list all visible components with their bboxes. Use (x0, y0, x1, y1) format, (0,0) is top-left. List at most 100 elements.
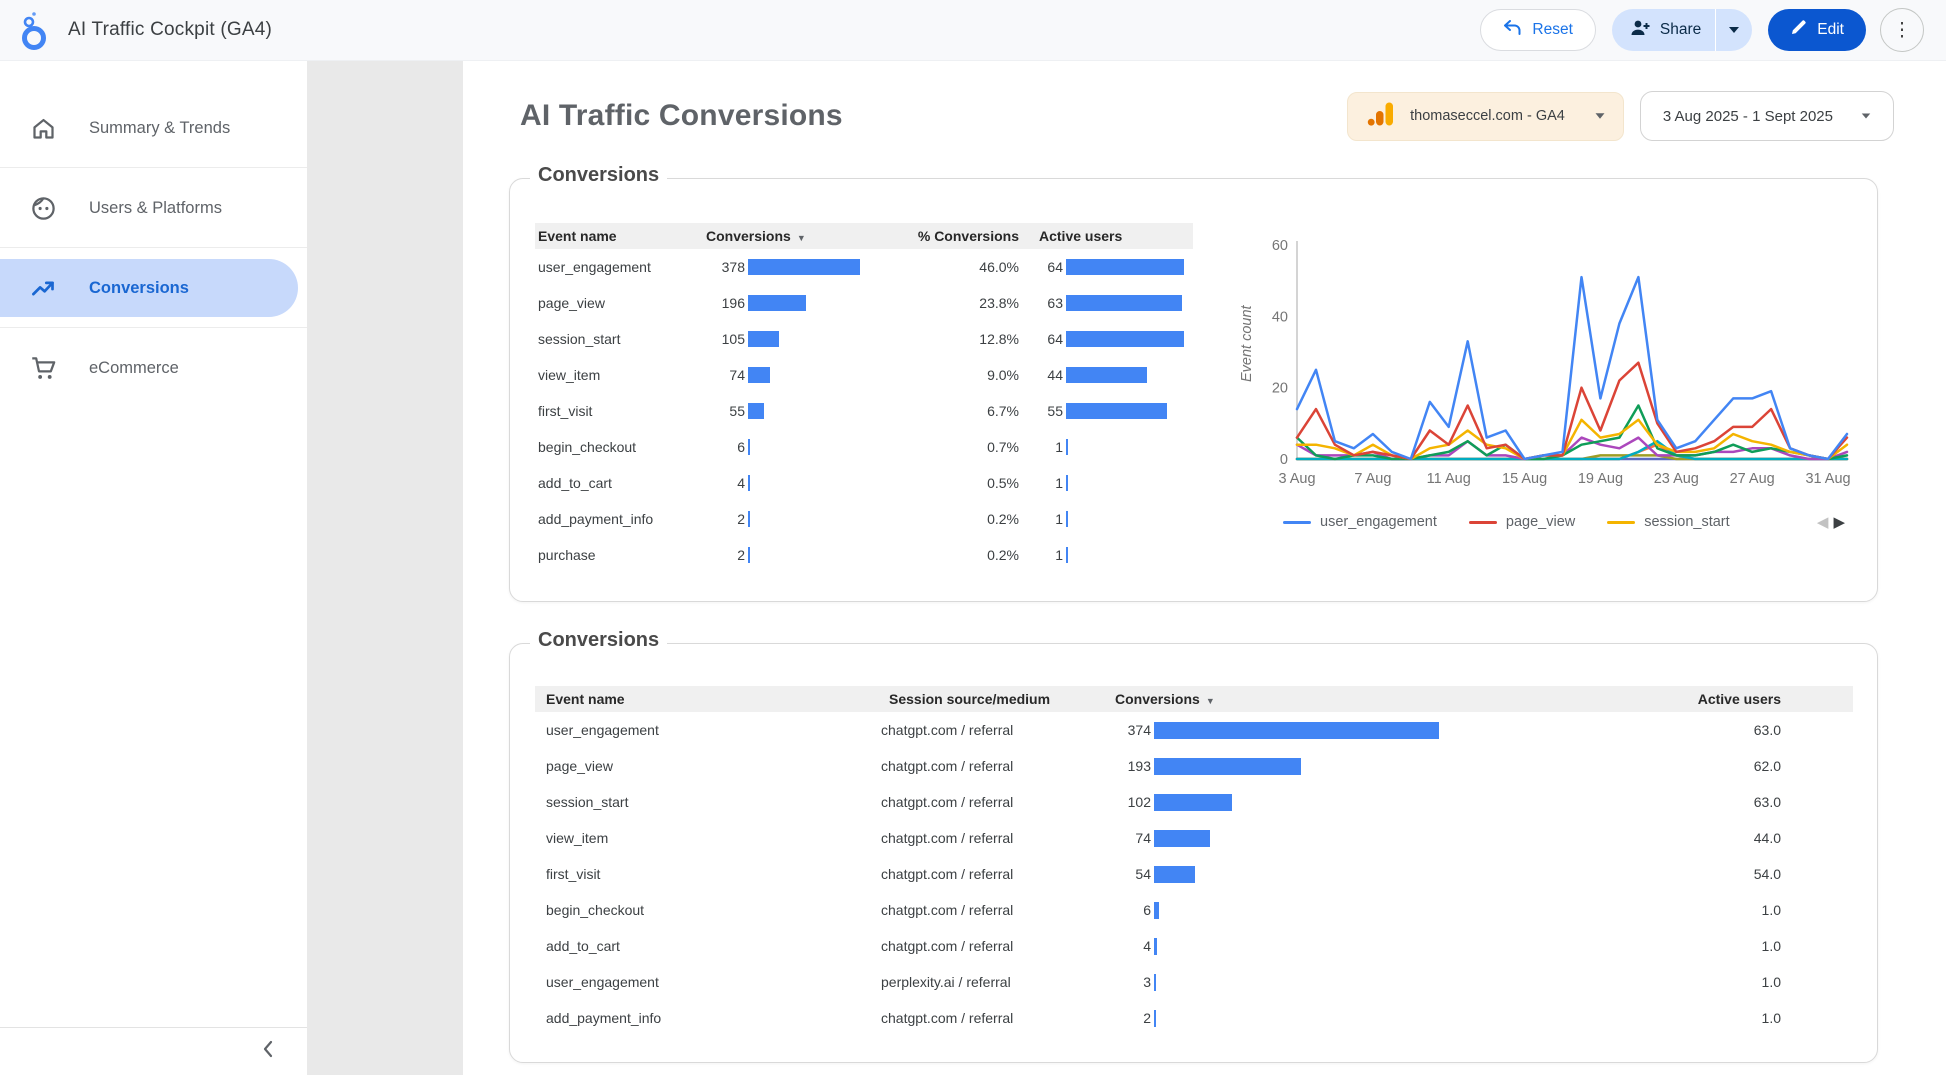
conversions-value: 74 (729, 367, 745, 383)
conversions-bar (1151, 721, 1461, 739)
legend-item-user_engagement[interactable]: user_engagement (1283, 514, 1437, 530)
sidebar-divider (0, 247, 307, 248)
more-options-button[interactable]: ⋮ (1880, 8, 1924, 52)
active-users-bar (1063, 259, 1193, 275)
reset-button[interactable]: Reset (1480, 9, 1596, 51)
sidebar-divider (0, 167, 307, 168)
column-header-active-users[interactable]: Active users (1697, 691, 1781, 707)
x-tick-label: 3 Aug (1278, 471, 1315, 487)
event-count-chart-svg[interactable]: 0 20 40 60 3 Aug 7 Aug 11 Aug 15 Aug 19 Aug 23 Au… (1255, 233, 1855, 495)
active-users-bar (1063, 331, 1193, 347)
conversions-value: 6 (737, 439, 745, 455)
table-row: first_visit chatgpt.com / referral 54 54.0 (535, 856, 1853, 892)
table-row: view_item 74 9.0% 44 (535, 357, 1193, 393)
conversions-value: 105 (721, 331, 745, 347)
face-icon (30, 195, 57, 222)
conversions-value: 2 (737, 547, 745, 563)
edit-button[interactable]: Edit (1768, 9, 1866, 51)
legend-label: page_view (1505, 514, 1576, 530)
event-name-cell: session_start (538, 331, 621, 347)
conversions-value: 54 (1135, 866, 1151, 882)
legend-label: session_start (1644, 514, 1730, 530)
sidebar-item-users-platforms[interactable]: Users & Platforms (0, 168, 307, 248)
table-row: add_payment_info 2 0.2% 1 (535, 501, 1193, 537)
column-header-active-users[interactable]: Active users (1039, 228, 1123, 244)
active-users-value: 44.0 (1753, 830, 1781, 846)
date-range-selector[interactable]: 3 Aug 2025 - 1 Sept 2025 (1639, 91, 1894, 141)
conversions-bar (745, 367, 867, 383)
series-line-view_item[interactable] (1295, 404, 1849, 461)
table-row: begin_checkout 6 0.7% 1 (535, 429, 1193, 465)
column-header-event-name[interactable]: Event name (546, 691, 625, 707)
legend-item-session_start[interactable]: session_start (1607, 514, 1730, 530)
series-line-page_view[interactable] (1295, 361, 1849, 461)
conversions-bar (745, 475, 867, 491)
sidebar-item-ecommerce[interactable]: eCommerce (0, 328, 307, 408)
vertical-dots-icon: ⋮ (1892, 19, 1912, 41)
legend-item-page_view[interactable]: page_view (1468, 514, 1576, 530)
table-row: add_to_cart 4 0.5% 1 (535, 465, 1193, 501)
table-row: add_to_cart chatgpt.com / referral 4 1.0 (535, 928, 1853, 964)
event-count-chart[interactable]: Event count 0 20 40 60 3 Aug 7 Aug 11 Aug 15 Au… (1239, 223, 1855, 573)
sort-desc-icon: ▼ (796, 233, 806, 243)
share-label: Share (1659, 21, 1702, 38)
source-medium-cell: chatgpt.com / referral (881, 794, 1014, 810)
collapse-sidebar-button[interactable] (261, 1039, 275, 1064)
y-tick-label: 0 (1280, 452, 1288, 468)
conversions-card-sources: Conversions Event name Session source/me… (509, 629, 1878, 1063)
column-header-conversions[interactable]: Conversions ▼ (1115, 691, 1215, 707)
column-header-conversions[interactable]: Conversions ▼ (706, 228, 806, 244)
conversions-bar (1151, 937, 1461, 955)
pencil-icon (1790, 19, 1807, 41)
conversions-bar (745, 547, 867, 563)
column-header-event-name[interactable]: Event name (538, 228, 617, 244)
conversions-bar (745, 295, 867, 311)
source-medium-cell: chatgpt.com / referral (881, 902, 1014, 918)
conversions-bar (1151, 865, 1461, 883)
share-options-caret[interactable] (1716, 9, 1752, 51)
sidebar-item-summary-trends[interactable]: Summary & Trends (0, 88, 307, 168)
event-name-cell: page_view (546, 758, 613, 774)
date-range-label: 3 Aug 2025 - 1 Sept 2025 (1662, 107, 1833, 125)
active-users-value: 1.0 (1761, 938, 1781, 954)
edit-label: Edit (1817, 21, 1844, 38)
data-source-selector[interactable]: thomaseccel.com - GA4 (1347, 91, 1624, 141)
column-header-pct-conversions[interactable]: % Conversions (917, 228, 1019, 244)
active-users-bar (1063, 439, 1193, 455)
app-title: AI Traffic Cockpit (GA4) (68, 19, 273, 40)
conversions-value: 6 (1143, 902, 1151, 918)
sidebar-item-label: Users & Platforms (89, 198, 222, 217)
event-name-cell: add_payment_info (538, 511, 654, 527)
active-users-value: 1 (1055, 511, 1063, 527)
event-name-cell: add_to_cart (546, 938, 620, 954)
active-users-value: 64 (1047, 259, 1063, 275)
event-name-cell: purchase (538, 547, 596, 563)
undo-icon (1503, 19, 1522, 41)
report-page: AI Traffic Conversions thomaseccel.com -… (463, 61, 1946, 1075)
source-medium-cell: perplexity.ai / referral (881, 974, 1011, 990)
series-line-user_engagement[interactable] (1295, 275, 1849, 461)
report-header: AI Traffic Conversions thomaseccel.com -… (509, 61, 1894, 141)
legend-prev-icon[interactable]: ◀ (1816, 514, 1829, 531)
legend-next-icon[interactable]: ▶ (1833, 514, 1845, 531)
x-tick-label: 7 Aug (1354, 471, 1391, 487)
sidebar-divider (0, 327, 307, 328)
event-name-cell: session_start (546, 794, 629, 810)
active-users-value: 1 (1055, 475, 1063, 491)
conversions-sources-table: Event name Session source/medium Convers… (510, 644, 1877, 1036)
event-name-cell: view_item (546, 830, 609, 846)
card-title: Conversions (530, 629, 668, 652)
conversions-value: 102 (1127, 794, 1151, 810)
column-header-source-medium[interactable]: Session source/medium (889, 691, 1051, 707)
trending-up-icon (30, 275, 57, 302)
sidebar-footer (0, 1027, 307, 1075)
pct-conversions-value: 6.7% (987, 403, 1019, 419)
conversions-value: 196 (721, 295, 745, 311)
legend-color-dash (1607, 520, 1636, 524)
app-body: Summary & Trends Users & Platforms (0, 61, 1946, 1075)
source-medium-cell: chatgpt.com / referral (881, 758, 1014, 774)
active-users-value: 63.0 (1753, 794, 1781, 810)
active-users-value: 44 (1047, 367, 1063, 383)
share-button[interactable]: Share (1612, 9, 1715, 51)
sidebar-item-conversions[interactable]: Conversions (0, 248, 307, 328)
